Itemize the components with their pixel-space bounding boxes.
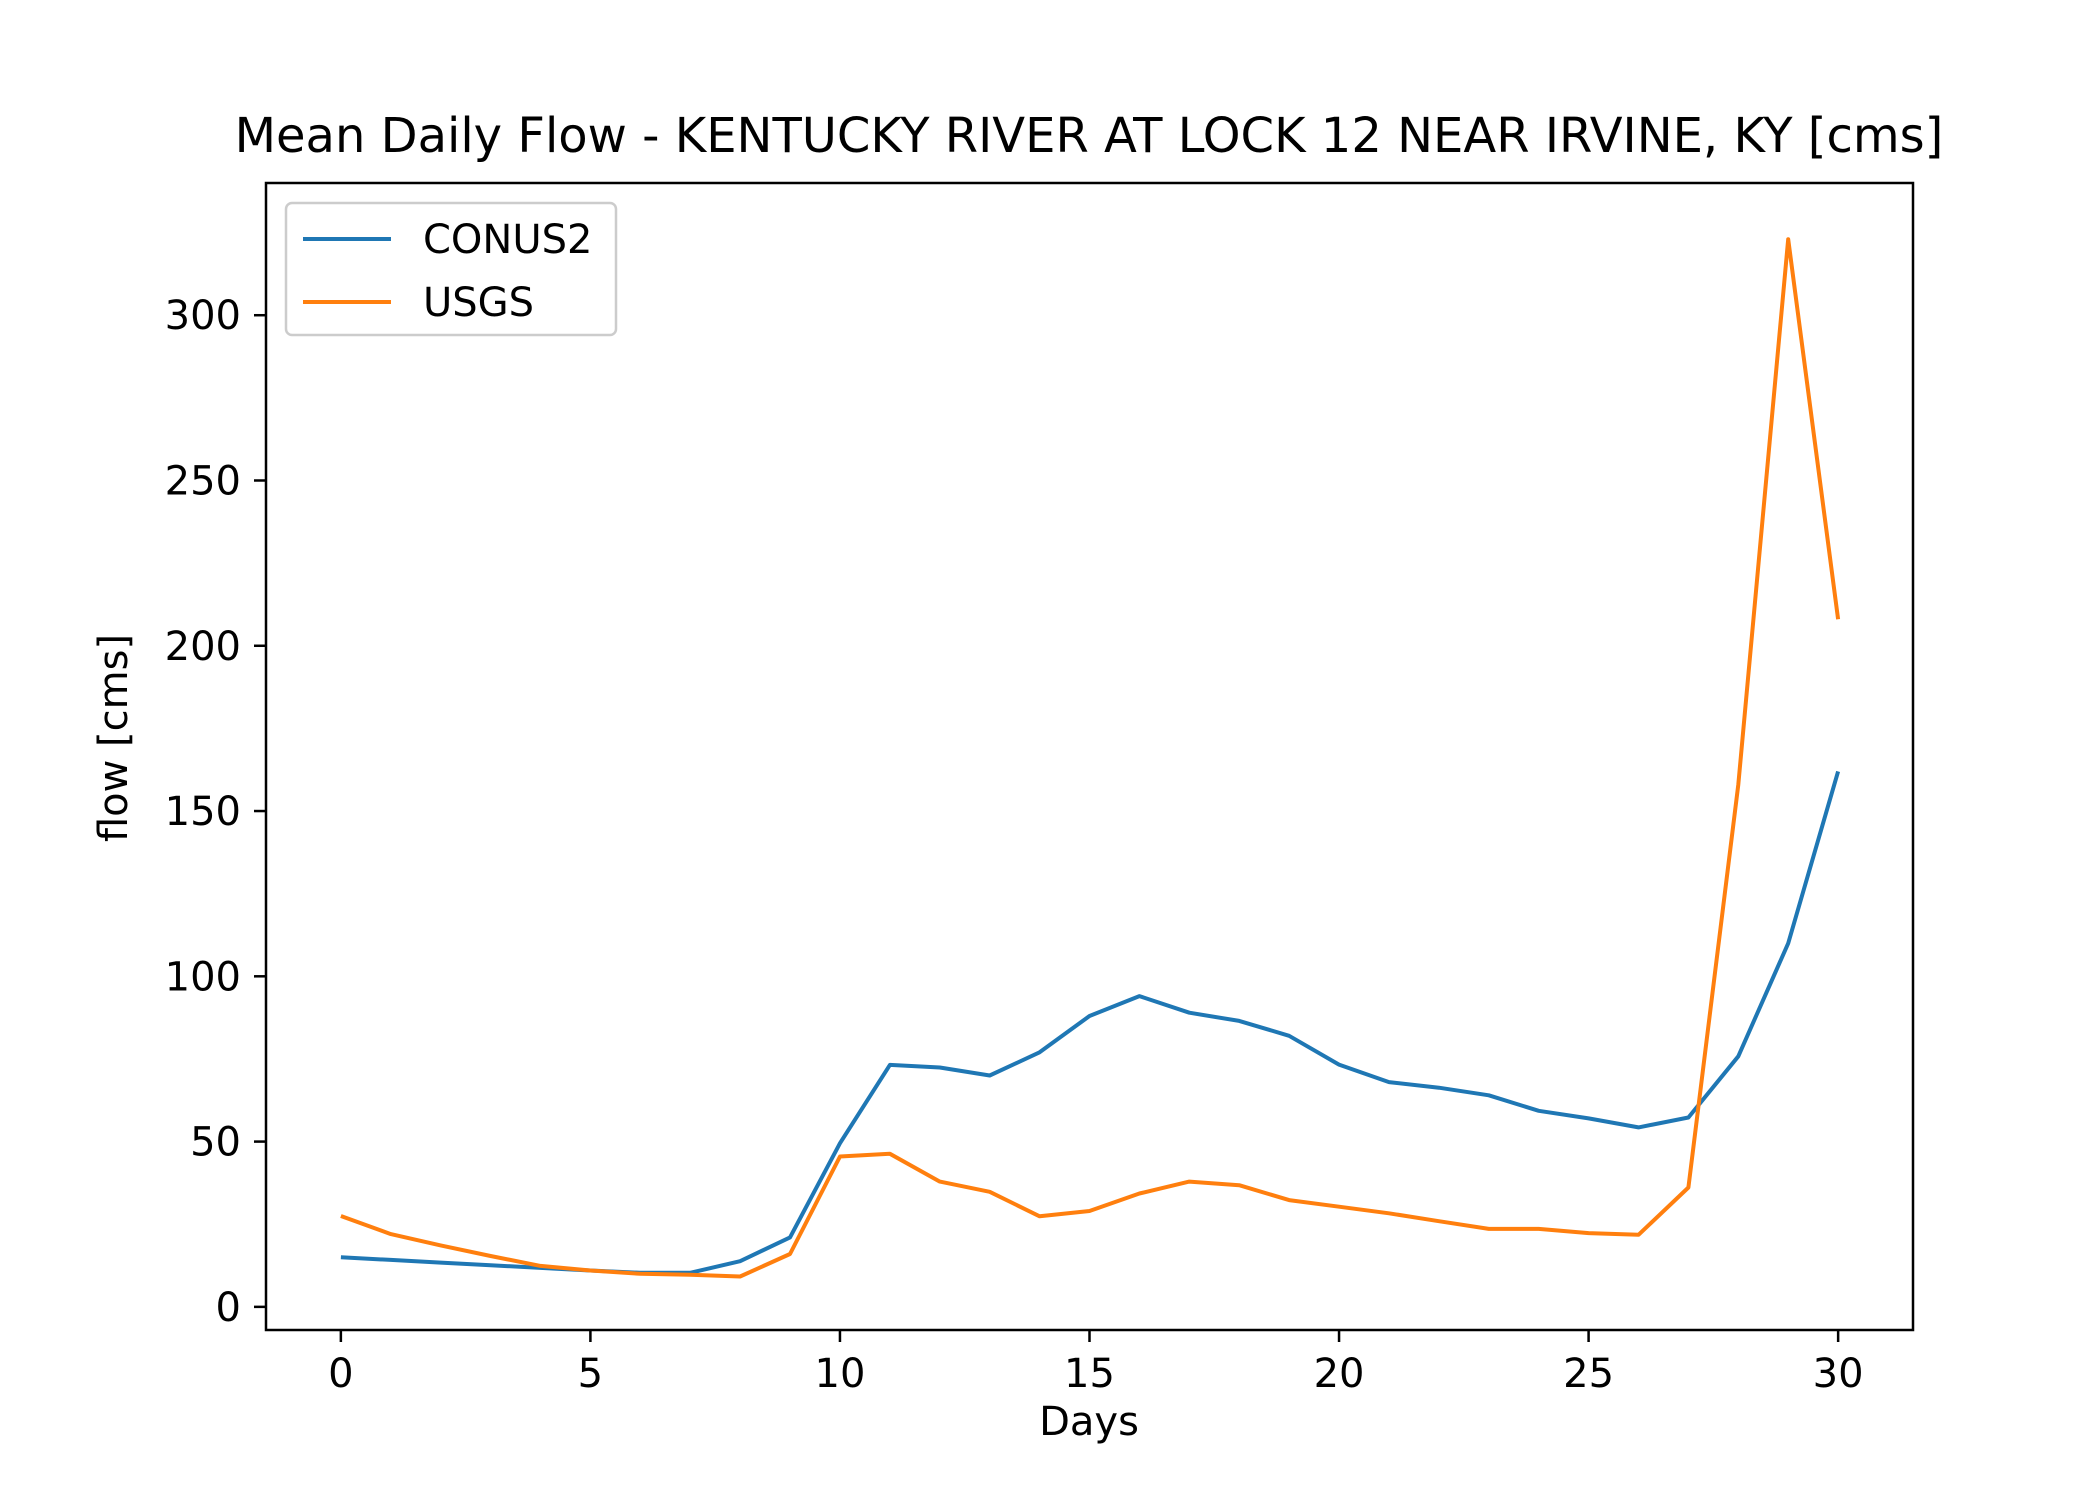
y-tick-label: 200: [165, 624, 241, 670]
y-axis-label: flow [cms]: [91, 634, 137, 842]
series-line-usgs: [340, 237, 1841, 1279]
legend-label: USGS: [423, 280, 534, 326]
x-axis-label: Days: [1039, 1399, 1139, 1445]
x-tick-label: 5: [578, 1351, 603, 1397]
y-tick-label: 0: [216, 1285, 241, 1331]
x-tick-label: 15: [1064, 1351, 1115, 1397]
x-tick-label: 0: [328, 1351, 353, 1397]
x-tick-label: 20: [1314, 1351, 1365, 1397]
y-axis-ticks: 0 50 100 150 200 250 300: [165, 293, 266, 1331]
y-tick-label: 300: [165, 293, 241, 339]
x-tick-label: 10: [815, 1351, 866, 1397]
legend: CONUS2 USGS: [284, 201, 618, 337]
y-tick-label: 250: [165, 458, 241, 504]
plot-series: [340, 237, 1841, 1279]
x-axis-ticks: 0 5 10 15 20 25 30: [328, 1330, 1864, 1397]
y-tick-label: 100: [165, 954, 241, 1000]
chart-title: Mean Daily Flow - KENTUCKY RIVER AT LOCK…: [235, 108, 1944, 164]
x-tick-label: 25: [1563, 1351, 1614, 1397]
y-tick-label: 50: [190, 1120, 241, 1166]
x-tick-label: 30: [1813, 1351, 1864, 1397]
legend-label: CONUS2: [423, 217, 592, 263]
y-tick-label: 150: [165, 789, 241, 835]
